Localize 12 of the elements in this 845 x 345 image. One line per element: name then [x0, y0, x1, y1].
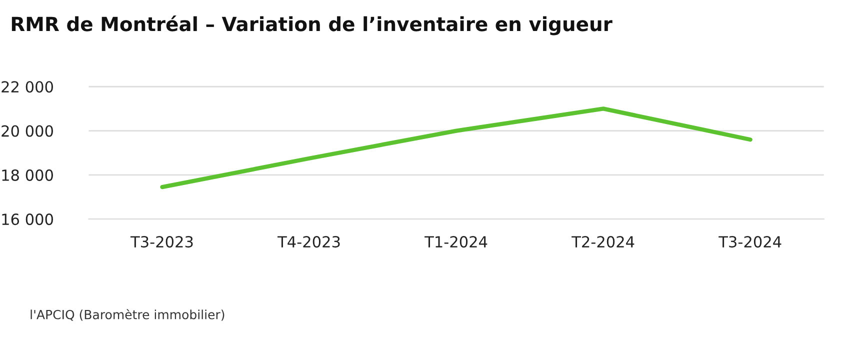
- line-series: [160, 106, 752, 190]
- y-tick-label: 16 000: [2, 214, 53, 226]
- y-tick-label: 20 000: [2, 125, 53, 137]
- x-tick-label: T3-2024: [718, 236, 782, 248]
- x-tick-label: T3-2023: [130, 236, 193, 248]
- x-tick-label: T2-2024: [572, 236, 634, 248]
- text: l'APCIQ (Baromètre immobilier): [30, 309, 224, 321]
- y-tick-label: 22 000: [2, 81, 53, 93]
- x-tick-label: T4-2023: [278, 236, 340, 248]
- y-tick-label: 18 000: [2, 169, 53, 181]
- x-tick-label: T1-2024: [424, 236, 488, 248]
- chart-title: RMR de Montréal – Variation de l’inventaire en vigueur: [12, 15, 612, 36]
